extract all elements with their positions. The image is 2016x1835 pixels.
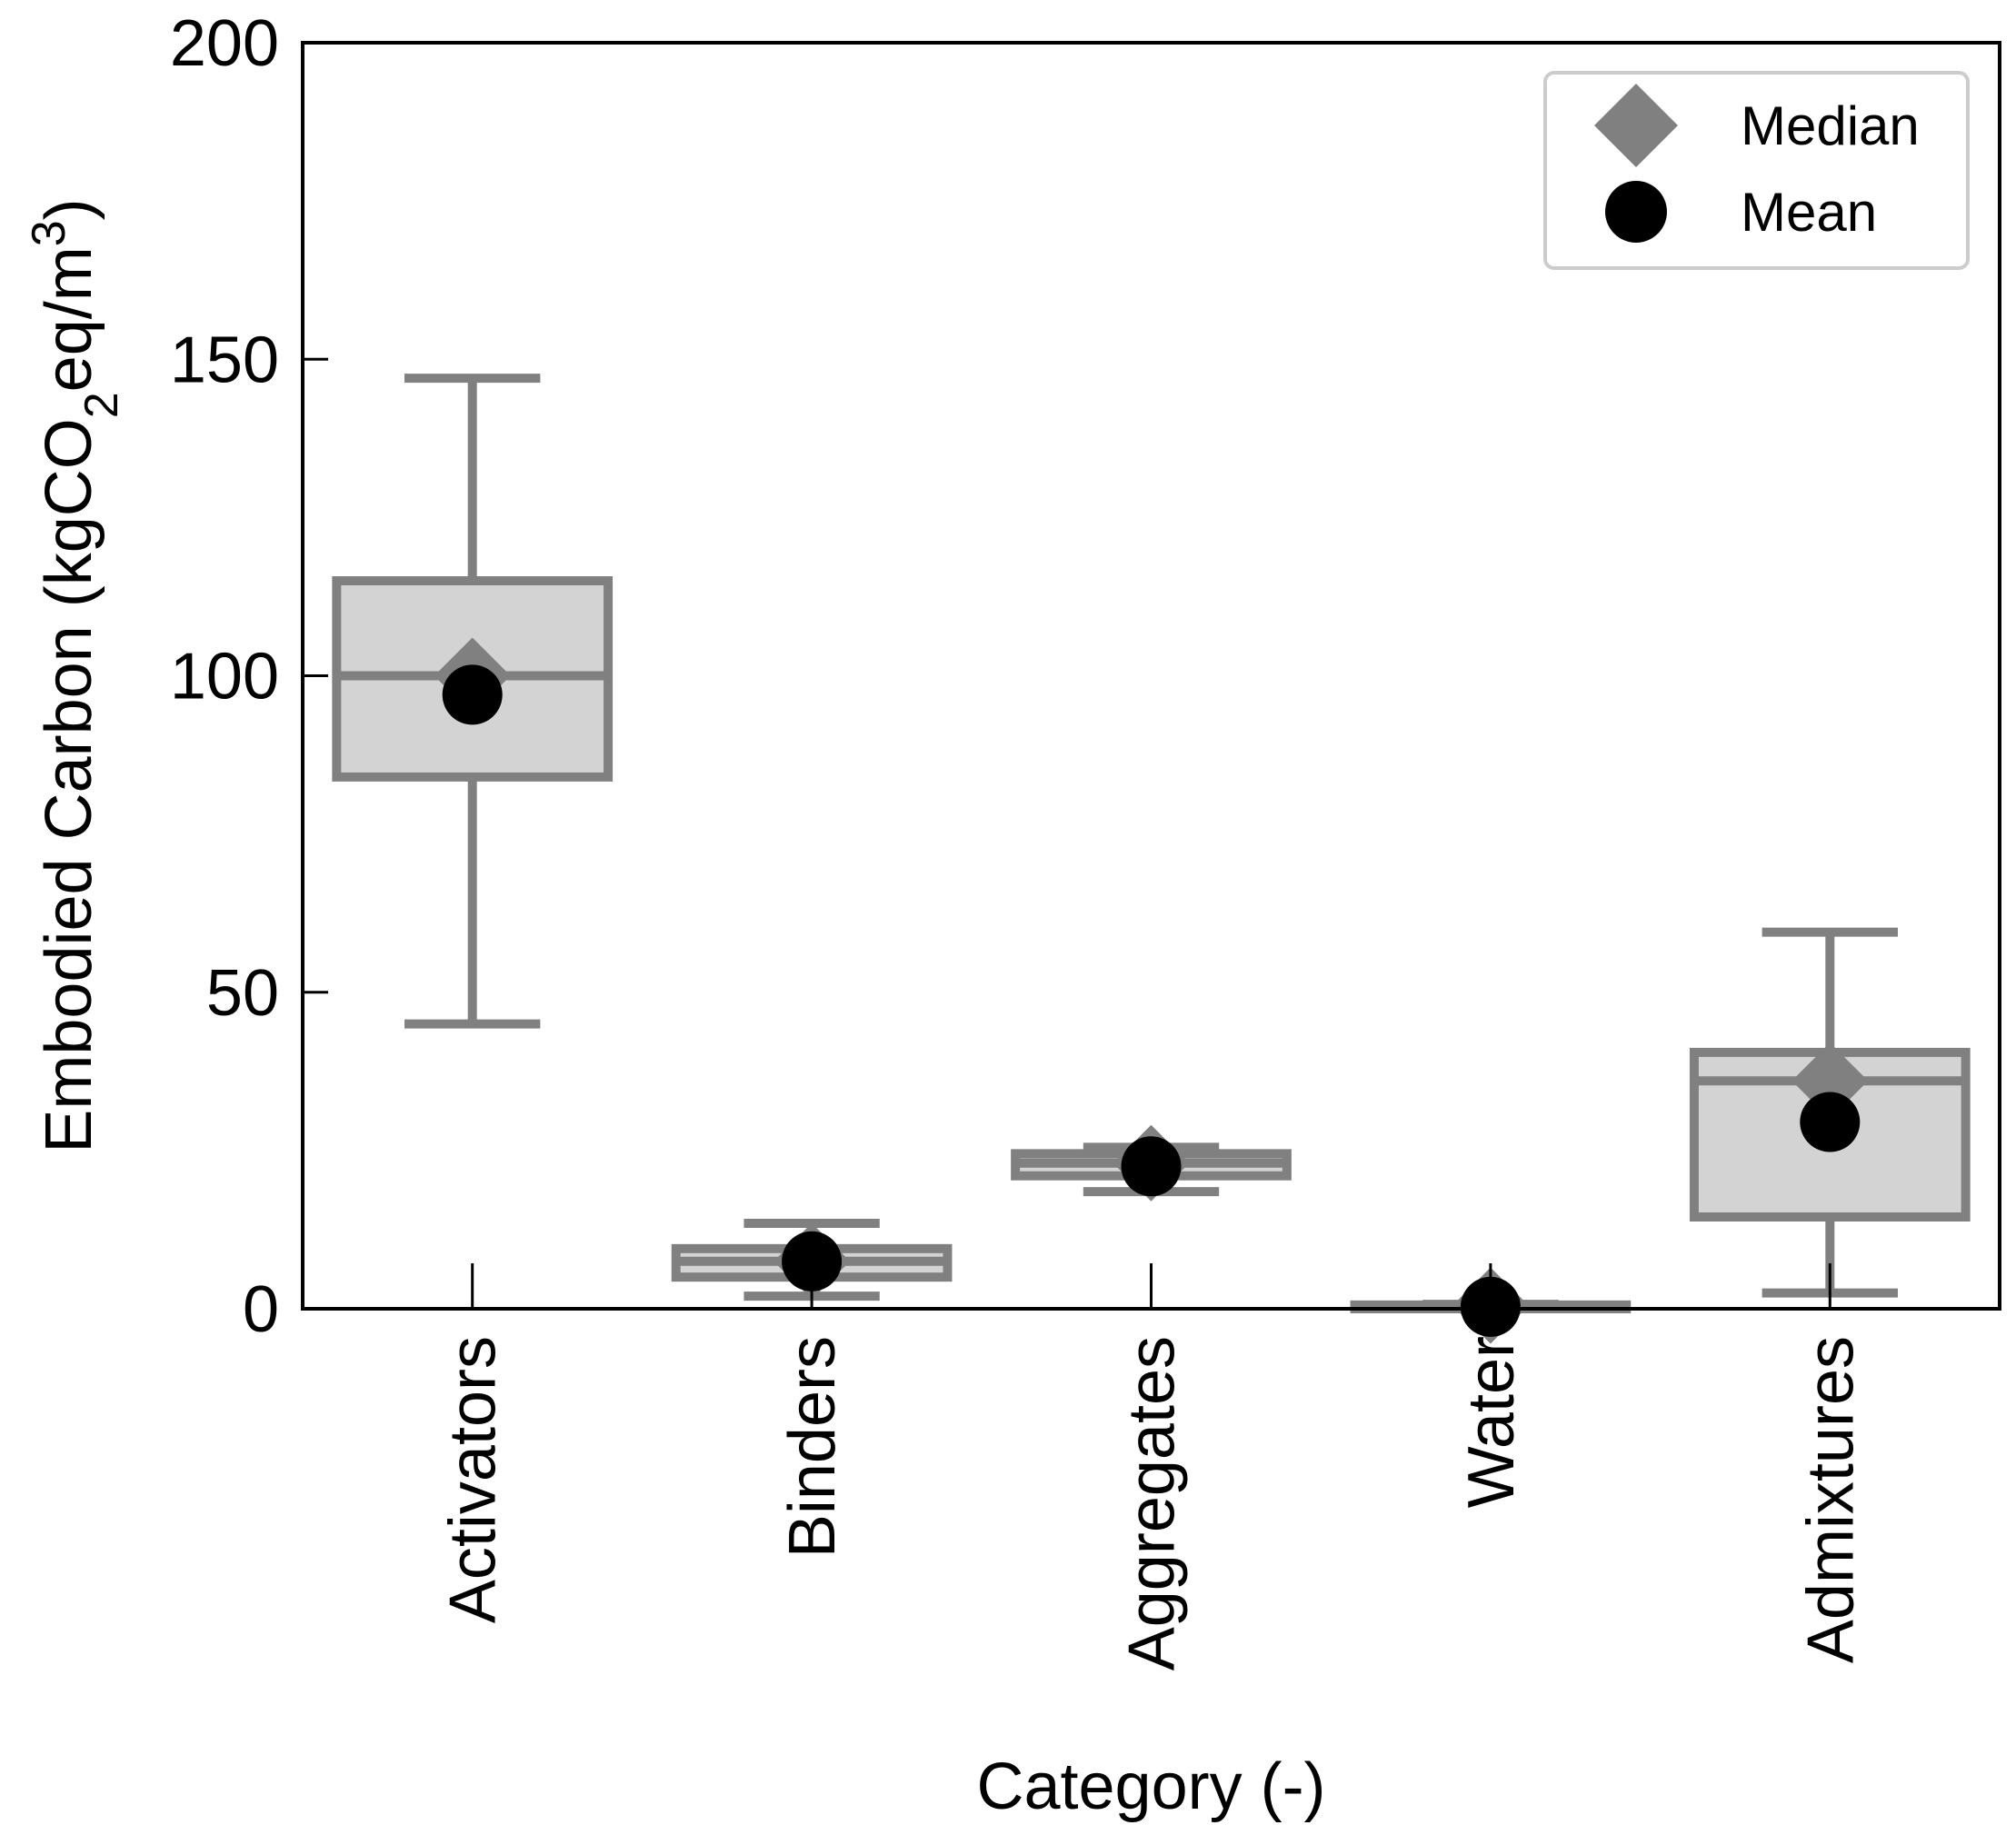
box-admixtures xyxy=(1689,927,1971,1298)
plot-content xyxy=(332,374,1971,1344)
box-activators xyxy=(332,374,614,1029)
x-category-label: Admixtures xyxy=(1794,1336,1867,1663)
mean-point xyxy=(782,1231,843,1291)
mean-point xyxy=(1121,1136,1182,1197)
y-tick-label: 200 xyxy=(170,7,279,80)
y-title-prefix: Embodied Carbon (kgCO xyxy=(33,418,105,1152)
y-tick-label: 150 xyxy=(170,324,279,396)
y-title-suffix: ) xyxy=(33,198,105,220)
y-title-middle: eq/m xyxy=(33,246,105,392)
legend-mean-label: Mean xyxy=(1741,182,1877,243)
box-aggregates xyxy=(1011,1124,1292,1202)
legend-median-diamond-icon xyxy=(1594,84,1678,167)
y-title-superscript: 3 xyxy=(23,220,75,246)
legend-median-label: Median xyxy=(1741,95,1920,156)
x-category-label: Binders xyxy=(776,1336,849,1558)
x-category-label: Water xyxy=(1455,1336,1528,1508)
y-axis: 0 50 100 150 200 xyxy=(170,7,328,1346)
x-category-label: Aggregates xyxy=(1116,1336,1189,1670)
y-tick-label: 0 xyxy=(243,1273,279,1346)
x-category-label: Activators xyxy=(437,1336,510,1623)
mean-point xyxy=(1800,1092,1861,1152)
y-tick-label: 50 xyxy=(206,957,279,1030)
y-title-subscript: 2 xyxy=(75,392,128,418)
mean-point xyxy=(442,664,503,725)
y-tick-label: 100 xyxy=(170,641,279,713)
x-axis-title: Category (-) xyxy=(976,1750,1325,1823)
plot-area-frame xyxy=(301,41,2001,1311)
legend-mean-circle-icon xyxy=(1605,181,1667,243)
x-axis: Activators Binders Aggregates Water Admixtur… xyxy=(437,1263,1867,1670)
legend: Median Mean xyxy=(1543,71,1970,270)
y-axis-title: Embodied Carbon (kgCO2eq/m3) xyxy=(23,198,128,1152)
